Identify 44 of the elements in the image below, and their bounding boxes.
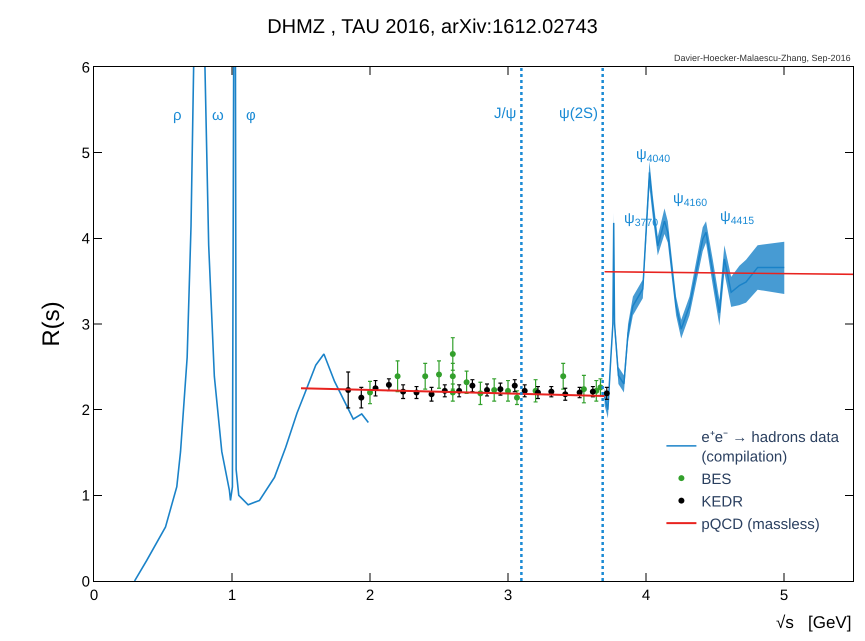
annotation: ψ$_{4040}$	[636, 146, 670, 166]
annotation: ω	[212, 107, 224, 124]
x-tick-label: 1	[228, 587, 236, 604]
y-tick-label: 5	[82, 144, 90, 162]
point	[604, 390, 610, 396]
x-tick-label: 3	[504, 587, 512, 604]
y-axis-title: R(s)	[38, 301, 65, 347]
point	[512, 382, 518, 389]
legend-label: BES	[701, 470, 732, 488]
y-tick-label: 2	[82, 402, 90, 419]
ref-line-label: ψ(2S)	[559, 105, 598, 122]
point	[358, 394, 364, 401]
legend-label: KEDR	[701, 493, 744, 510]
annotation: ρ	[173, 107, 182, 124]
point	[469, 382, 476, 389]
point	[560, 373, 566, 380]
x-tick-label: 5	[780, 587, 788, 604]
ref-line-label: J/ψ	[494, 105, 516, 122]
annotation: ψ$_{4415}$	[720, 208, 754, 228]
x-tick-label: 4	[642, 587, 650, 604]
x-tick-label: 2	[366, 587, 374, 604]
point	[580, 386, 587, 392]
point	[422, 373, 428, 380]
annotation: φ	[246, 107, 256, 124]
point	[386, 382, 392, 388]
point	[450, 373, 456, 380]
point	[394, 373, 401, 380]
chart-title: DHMZ , TAU 2016, arXiv:1612.02743	[267, 16, 598, 38]
point	[464, 379, 470, 386]
annotation: ψ$_{4160}$	[673, 190, 708, 210]
legend-label: e⁺e⁻ → hadrons data (compilation)	[701, 428, 840, 466]
y-tick-label: 6	[82, 59, 90, 76]
y-tick-label: 4	[82, 230, 90, 248]
y-tick-label: 3	[82, 316, 90, 334]
y-tick-label: 0	[82, 573, 90, 590]
point	[590, 388, 596, 395]
text: Davier-Hoecker-Malaescu-Zhang, Sep-2016	[674, 53, 851, 63]
point	[436, 372, 442, 378]
point	[450, 350, 456, 357]
x-axis-title: √s [GeV]	[776, 613, 852, 632]
point	[497, 386, 504, 392]
point	[514, 394, 520, 401]
y-tick-label: 1	[82, 488, 90, 505]
legend-label: pQCD (massless)	[701, 516, 820, 533]
